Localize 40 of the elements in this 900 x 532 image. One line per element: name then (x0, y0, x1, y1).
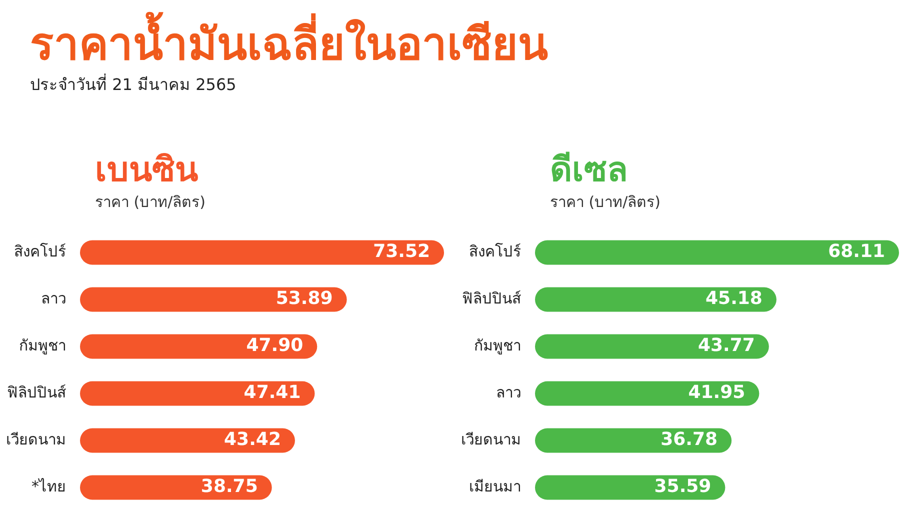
data-label: 43.42 (224, 429, 281, 450)
data-label: 47.41 (244, 382, 301, 404)
data-label: 41.95 (688, 382, 746, 404)
bar (80, 334, 318, 359)
bar (535, 381, 760, 406)
y-tick-label: สิงคโปร์ (14, 242, 66, 260)
bar (535, 428, 732, 453)
chart-subtitle: ราคา (บาท/ลิตร) (95, 192, 207, 213)
data-label: 43.77 (698, 335, 755, 356)
y-tick-label: *ไทย (32, 477, 66, 496)
y-tick-label: ลาว (41, 289, 66, 308)
y-tick-label: ฟิลิปปินส์ (462, 289, 521, 308)
bar (80, 475, 272, 500)
y-tick-label: เวียดนาม (6, 430, 66, 448)
bar (535, 240, 899, 265)
data-label: 45.18 (706, 288, 762, 310)
bar (80, 240, 444, 265)
bar (80, 381, 315, 406)
y-tick-label: เวียดนาม (461, 430, 521, 448)
y-tick-label: สิงคโปร์ (469, 242, 521, 260)
text: ประจำวันที่ 21 มีนาคม 2565 (30, 72, 238, 96)
chart-subtitle: ราคา (บาท/ลิตร) (550, 192, 662, 213)
bar (80, 428, 295, 453)
chart-title: เบนซิน (95, 150, 199, 190)
data-label: 36.78 (660, 429, 718, 450)
chart-title: ดีเซล (550, 150, 629, 190)
data-label: 35.59 (654, 476, 712, 498)
y-tick-label: เมียนมา (469, 477, 521, 496)
y-tick-label: กัมพูชา (19, 336, 66, 354)
y-tick-label: ฟิลิปปินส์ (7, 383, 66, 402)
bar (80, 287, 347, 312)
bar (535, 287, 776, 312)
data-label: 73.52 (373, 241, 430, 262)
data-label: 38.75 (200, 476, 258, 498)
bar (535, 334, 769, 359)
y-tick-label: ลาว (496, 383, 521, 402)
y-tick-label: กัมพูชา (474, 336, 521, 354)
data-label: 47.90 (246, 335, 304, 356)
data-label: 53.89 (276, 288, 333, 310)
data-label: 68.11 (828, 241, 885, 262)
